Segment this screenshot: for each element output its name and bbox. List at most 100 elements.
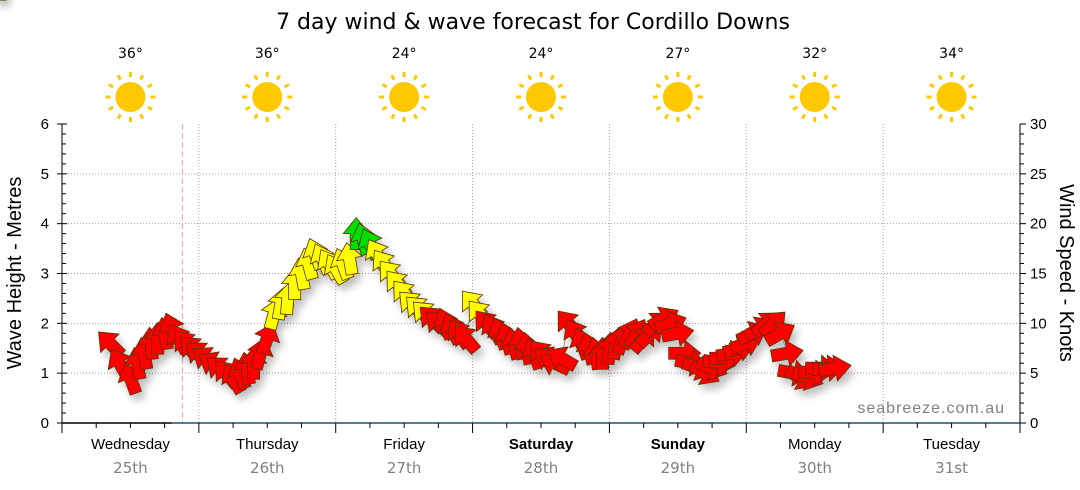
wind-arrow xyxy=(770,339,804,367)
sun-ray xyxy=(253,74,259,81)
sun-ray xyxy=(146,105,153,111)
sun-ray xyxy=(549,113,555,120)
right-tick-label: 15 xyxy=(1030,266,1047,283)
sun-ray xyxy=(792,83,799,89)
right-axis-label: Wind Speed - Knots xyxy=(1055,184,1077,362)
left-tick-label: 1 xyxy=(41,365,49,382)
wind-arrow xyxy=(660,319,695,347)
wind-arrow xyxy=(455,325,482,355)
right-tick-label: 5 xyxy=(1030,365,1038,382)
day-date-label: 28th xyxy=(524,459,558,477)
sun-ray xyxy=(937,74,943,81)
sun-ray xyxy=(557,105,564,111)
temperature-label: 27° xyxy=(665,46,690,62)
wind-arrow xyxy=(335,242,364,276)
day-date-label: 31st xyxy=(935,459,968,477)
temperature-label: 32° xyxy=(802,46,827,62)
right-tick-label: 30 xyxy=(1030,116,1047,133)
day-name-label: Friday xyxy=(383,436,425,453)
left-tick-label: 5 xyxy=(41,166,49,183)
sun-ray xyxy=(139,113,145,120)
sun-icon xyxy=(789,72,840,122)
day-name-label: Monday xyxy=(788,436,842,453)
grid-lines xyxy=(62,124,1020,423)
day-name-label: Saturday xyxy=(509,436,574,453)
sun-ray xyxy=(518,105,525,111)
temperature-label: 36° xyxy=(255,46,280,62)
left-tick-label: 2 xyxy=(41,315,49,332)
wind-arrows xyxy=(0,0,852,396)
sun-ray xyxy=(549,74,555,81)
sun-ray xyxy=(655,83,662,89)
sun-ray xyxy=(960,113,966,120)
left-axis-label: Wave Height - Metres xyxy=(4,177,26,370)
right-tick-label: 10 xyxy=(1030,315,1047,332)
day-date-label: 29th xyxy=(661,459,695,477)
sun-ray xyxy=(420,105,427,111)
left-tick-label: 6 xyxy=(41,116,49,133)
sun-ray xyxy=(253,113,259,120)
sun-ray xyxy=(244,105,251,111)
sun-ray xyxy=(686,74,692,81)
sun-ray xyxy=(800,74,807,81)
left-tick-label: 0 xyxy=(41,415,49,432)
sun-disc xyxy=(526,82,556,112)
day-date-label: 25th xyxy=(113,459,147,477)
sun-ray xyxy=(420,83,427,89)
sun-ray xyxy=(831,83,838,89)
sun-ray xyxy=(527,113,533,120)
sun-icon xyxy=(105,72,156,122)
sun-disc xyxy=(799,82,830,112)
sun-ray xyxy=(390,113,396,120)
sun-disc xyxy=(389,82,420,112)
sun-ray xyxy=(664,74,670,81)
sun-ray xyxy=(694,105,701,111)
left-tick-label: 3 xyxy=(41,266,49,283)
right-tick-label: 20 xyxy=(1030,216,1047,233)
sun-ray xyxy=(381,105,388,111)
sun-ray xyxy=(116,74,122,81)
watermark: seabreeze.com.au xyxy=(857,400,1005,417)
sun-ray xyxy=(960,74,966,81)
sun-ray xyxy=(108,105,114,111)
temperature-label: 34° xyxy=(939,46,964,62)
sun-ray xyxy=(686,113,692,120)
sun-ray xyxy=(390,74,396,81)
sun-ray xyxy=(694,83,701,89)
sun-icon xyxy=(926,72,977,122)
sun-ray xyxy=(557,83,564,89)
sun-ray xyxy=(412,74,418,81)
sun-ray xyxy=(283,105,290,111)
sun-disc xyxy=(252,82,283,112)
day-date-label: 26th xyxy=(250,459,284,477)
sun-ray xyxy=(655,105,662,111)
sun-ray xyxy=(929,105,936,111)
sun-ray xyxy=(116,113,122,120)
sun-disc xyxy=(115,82,146,112)
sun-ray xyxy=(664,113,670,120)
right-tick-label: 25 xyxy=(1030,166,1047,183)
sun-ray xyxy=(823,113,829,120)
right-tick-label: 0 xyxy=(1030,415,1038,432)
sun-ray xyxy=(800,113,807,120)
day-date-label: 27th xyxy=(387,459,421,477)
day-name-label: Thursday xyxy=(236,436,299,453)
sun-ray xyxy=(968,105,974,111)
temperature-label: 36° xyxy=(118,46,143,62)
day-date-label: 30th xyxy=(797,459,831,477)
left-tick-label: 4 xyxy=(41,216,49,233)
sun-ray xyxy=(968,83,974,89)
sun-ray xyxy=(831,105,838,111)
sun-ray xyxy=(823,74,829,81)
wind-arrow xyxy=(547,346,579,372)
wind-arrow xyxy=(254,322,281,356)
sun-ray xyxy=(381,83,388,89)
sun-disc xyxy=(936,82,967,112)
sun-icon xyxy=(516,72,566,122)
sun-ray xyxy=(792,105,799,111)
sun-ray xyxy=(146,83,153,89)
temperature-label: 24° xyxy=(529,46,554,62)
axes: 0 1 2 3 4 5 6 0 5 10 15 20 25 30 xyxy=(41,116,1047,433)
day-name-label: Wednesday xyxy=(91,436,170,453)
